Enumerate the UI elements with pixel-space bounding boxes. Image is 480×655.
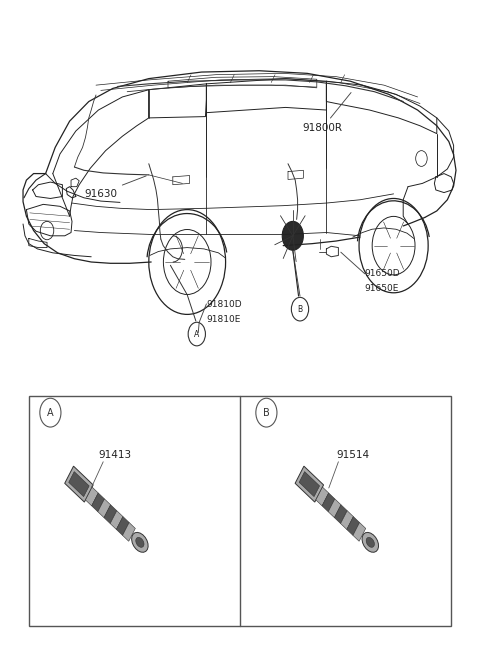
Polygon shape — [92, 493, 105, 512]
Polygon shape — [347, 517, 360, 535]
Polygon shape — [69, 472, 89, 496]
Polygon shape — [65, 466, 93, 502]
Text: A: A — [47, 407, 54, 418]
Text: 91413: 91413 — [98, 450, 132, 460]
Polygon shape — [98, 499, 110, 517]
Text: 91514: 91514 — [336, 450, 370, 460]
Polygon shape — [366, 537, 374, 548]
Text: A: A — [194, 329, 199, 339]
Polygon shape — [132, 533, 148, 552]
Polygon shape — [110, 511, 123, 529]
Polygon shape — [341, 511, 353, 529]
Text: 91630: 91630 — [84, 176, 146, 198]
Text: B: B — [298, 305, 302, 314]
Polygon shape — [299, 472, 320, 496]
Polygon shape — [335, 505, 347, 523]
Polygon shape — [362, 533, 379, 552]
Bar — [29, 396, 451, 626]
Text: B: B — [263, 407, 270, 418]
Polygon shape — [85, 487, 98, 506]
Text: 91810E: 91810E — [206, 314, 241, 324]
Polygon shape — [328, 499, 341, 517]
Text: 91810D: 91810D — [206, 299, 242, 309]
Polygon shape — [116, 517, 129, 535]
Polygon shape — [353, 523, 366, 541]
Text: 91800R: 91800R — [302, 92, 351, 133]
Polygon shape — [316, 487, 329, 506]
Polygon shape — [295, 466, 324, 502]
Polygon shape — [104, 505, 117, 523]
Circle shape — [282, 221, 303, 250]
Polygon shape — [122, 523, 135, 541]
Polygon shape — [136, 537, 144, 548]
Polygon shape — [322, 493, 335, 512]
Text: 91650E: 91650E — [365, 284, 399, 293]
Text: 91650D: 91650D — [365, 269, 400, 278]
